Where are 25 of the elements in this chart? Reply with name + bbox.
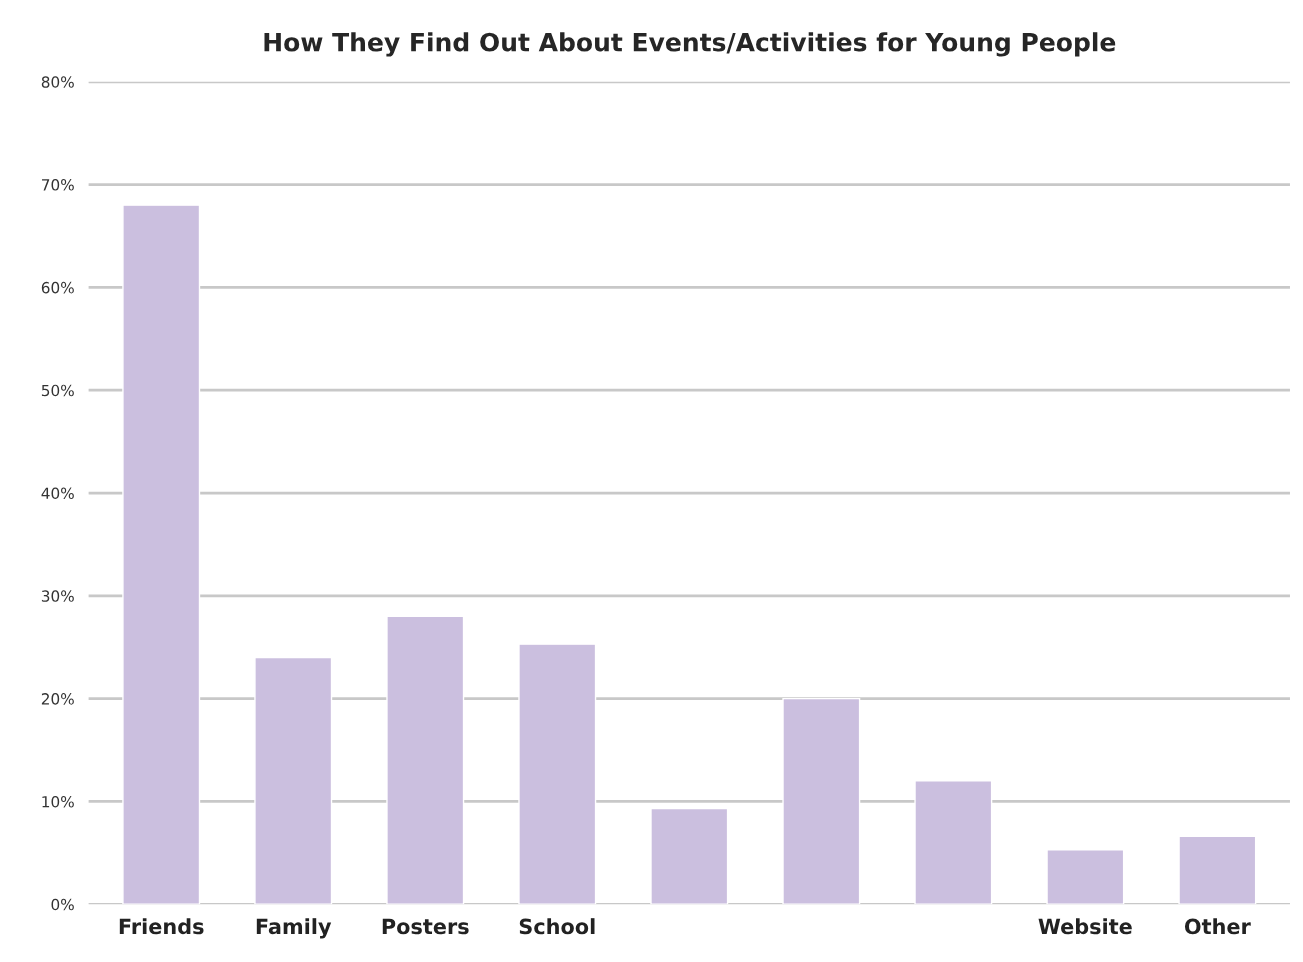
bar bbox=[122, 204, 201, 905]
y-tick-label: 40% bbox=[41, 487, 74, 500]
bar bbox=[914, 780, 993, 905]
y-tick-label: 0% bbox=[51, 898, 74, 911]
bar bbox=[254, 656, 333, 905]
bar bbox=[782, 697, 861, 905]
x-tick-label: Website bbox=[1038, 918, 1132, 935]
chart-title: How They Find Out About Events/Activities for Young People bbox=[264, 32, 1116, 57]
x-tick-label: Friends bbox=[119, 918, 204, 935]
bar bbox=[1178, 835, 1257, 905]
y-tick-label: 60% bbox=[41, 281, 74, 294]
bar bbox=[386, 615, 465, 905]
bar bbox=[650, 807, 729, 905]
x-tick-label: Other bbox=[1184, 918, 1251, 935]
y-tick-label: 30% bbox=[41, 590, 74, 602]
bar bbox=[518, 643, 597, 905]
bar bbox=[1046, 849, 1125, 905]
x-tick-label: School bbox=[519, 918, 595, 935]
y-tick-label: 50% bbox=[41, 384, 74, 397]
x-tick-label: Family bbox=[256, 918, 332, 939]
y-tick-label: 20% bbox=[41, 693, 74, 705]
y-tick-label: 70% bbox=[42, 179, 74, 191]
y-tick-label: 80% bbox=[41, 76, 74, 88]
x-tick-label: Posters bbox=[382, 918, 469, 935]
y-tick-label: 10% bbox=[42, 795, 74, 808]
